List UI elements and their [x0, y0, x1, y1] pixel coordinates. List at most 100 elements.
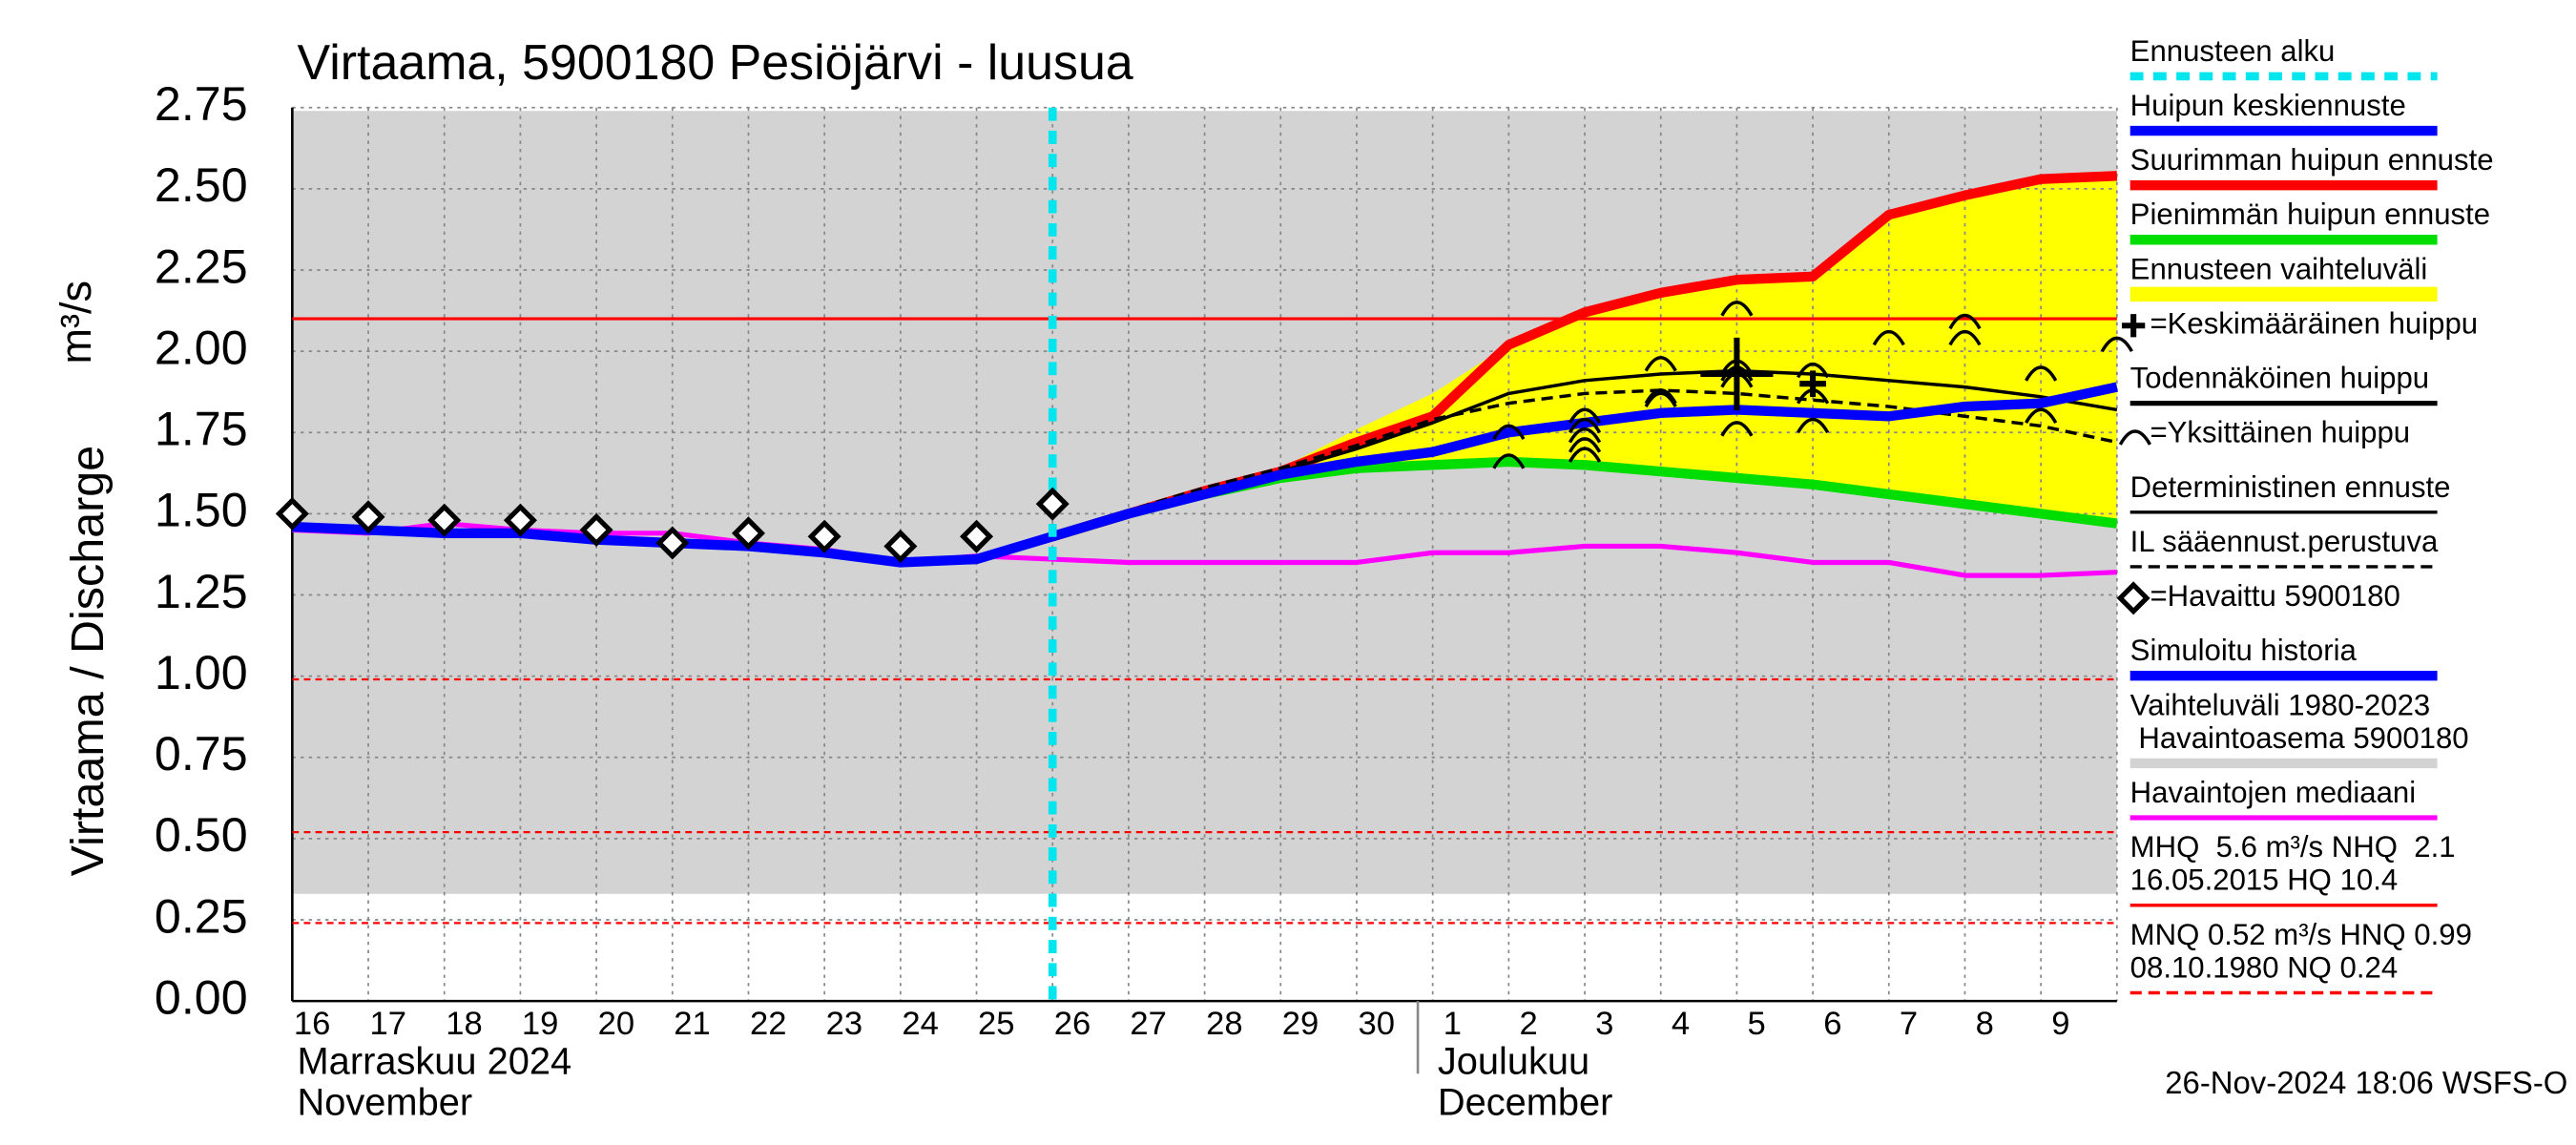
peak-marker — [1644, 356, 1677, 372]
y-tick-label: 2.25 — [155, 239, 248, 293]
observed-marker — [1035, 487, 1070, 521]
peak-marker — [2025, 365, 2058, 382]
x-tick-label: 23 — [826, 1006, 863, 1042]
observed-marker — [427, 503, 462, 537]
peak-marker — [1720, 421, 1754, 437]
x-tick-label: 4 — [1672, 1006, 1690, 1042]
x-tick-label: 6 — [1823, 1006, 1841, 1042]
peak-marker — [1568, 447, 1602, 463]
legend-label: 08.10.1980 NQ 0.24 — [2130, 950, 2398, 984]
y-tick-label: 1.00 — [155, 646, 248, 699]
legend-label: =Yksittäinen huippu — [2150, 416, 2410, 449]
legend-label: Todennäköinen huippu — [2130, 362, 2429, 395]
series-line — [1050, 382, 2118, 542]
x-tick-label: 8 — [1976, 1006, 1994, 1042]
x-tick-label: 1 — [1444, 1006, 1462, 1042]
legend-label: Suurimman huipun ennuste — [2130, 143, 2494, 177]
observed-marker — [655, 526, 690, 560]
observed-marker — [731, 516, 765, 551]
y-tick-label: 2.50 — [155, 158, 248, 212]
chart-title: Virtaama, 5900180 Pesiöjärvi - luusua — [298, 35, 1133, 91]
peak-marker — [1644, 388, 1677, 405]
y-tick-label: 0.50 — [155, 808, 248, 862]
observed-marker — [579, 512, 613, 547]
legend-label: IL sääennust.perustuva — [2130, 525, 2439, 558]
x-tick-label: 7 — [1900, 1006, 1918, 1042]
legend-label: Havaintojen mediaani — [2130, 776, 2417, 809]
y-tick-label: 0.75 — [155, 727, 248, 781]
x-tick-label: 30 — [1358, 1006, 1395, 1042]
mean-peak-marker — [2122, 314, 2146, 338]
observed-marker — [883, 529, 918, 563]
peak-marker — [1797, 362, 1830, 379]
x-tick-label: 27 — [1130, 1006, 1167, 1042]
y-tick-label: 2.00 — [155, 321, 248, 374]
x-tick-label: 16 — [294, 1006, 331, 1042]
legend-label: 16.05.2015 HQ 10.4 — [2130, 864, 2398, 897]
legend-label: Havaintoasema 5900180 — [2130, 721, 2469, 755]
y-tick-label: 1.50 — [155, 484, 248, 537]
x-tick-label: 21 — [674, 1006, 711, 1042]
series-line — [1051, 388, 2118, 538]
mean-peak-marker — [1700, 337, 1774, 411]
peak-marker — [1492, 424, 1526, 441]
legend-label: Simuloitu historia — [2130, 634, 2358, 667]
footer: 26-Nov-2024 18:06 WSFS-O — [2165, 1065, 2567, 1100]
x-tick-label: 18 — [446, 1006, 483, 1042]
peak-marker — [1797, 417, 1830, 434]
x-tick-label: 5 — [1748, 1006, 1766, 1042]
legend-label: Pienimmän huipun ennuste — [2130, 198, 2490, 231]
observed-marker — [351, 500, 385, 534]
observed-marker — [275, 496, 309, 531]
x-tick-label: 20 — [598, 1006, 635, 1042]
x-tick-label: 9 — [2051, 1006, 2069, 1042]
peak-marker — [1568, 427, 1602, 444]
peak-marker — [1948, 313, 1982, 330]
x-tick-label: 26 — [1054, 1006, 1091, 1042]
peak-marker — [2100, 336, 2133, 353]
legend-label: =Keskimääräinen huippu — [2150, 306, 2478, 340]
legend-label: Huipun keskiennuste — [2130, 89, 2406, 122]
observed-marker — [807, 519, 841, 553]
month-label: Marraskuu 2024 — [298, 1040, 572, 1082]
x-tick-label: 28 — [1206, 1006, 1243, 1042]
legend-label: Vaihteluväli 1980-2023 — [2130, 688, 2431, 721]
legend-label: =Havaittu 5900180 — [2150, 579, 2399, 613]
x-tick-label: 17 — [370, 1006, 407, 1042]
month-label: November — [298, 1082, 473, 1124]
legend-label: Deterministinen ennuste — [2130, 470, 2451, 504]
observed-marker — [503, 503, 537, 537]
peak-marker — [1872, 329, 1905, 346]
peak-marker — [2025, 407, 2058, 425]
y-tick-label: 2.75 — [155, 77, 248, 131]
y-tick-label: 0.00 — [155, 970, 248, 1024]
legend-label: MNQ 0.52 m³/s HNQ 0.99 — [2130, 918, 2472, 951]
legend-label: MHQ 5.6 m³/s NHQ 2.1 — [2130, 830, 2456, 864]
peak-marker — [1568, 407, 1602, 425]
peak-marker — [1644, 391, 1677, 407]
y-axis-label: Virtaama / Discharge — [62, 446, 114, 877]
x-tick-label: 2 — [1519, 1006, 1537, 1042]
x-tick-label: 29 — [1282, 1006, 1319, 1042]
variation-band — [292, 111, 2117, 894]
legend-label: Ennusteen alku — [2130, 34, 2336, 68]
mean-peak-marker — [1799, 370, 1826, 398]
month-label: December — [1438, 1082, 1613, 1124]
peak-marker — [1492, 453, 1526, 469]
observed-marker — [2116, 581, 2150, 615]
y-axis-unit: m³/s — [52, 281, 100, 364]
legend-label: Ennusteen vaihteluväli — [2130, 252, 2428, 285]
peak-marker — [1948, 329, 1982, 346]
x-tick-label: 22 — [750, 1006, 787, 1042]
peak-marker — [1568, 437, 1602, 453]
y-tick-label: 1.25 — [155, 565, 248, 618]
peak-marker — [2118, 429, 2151, 446]
x-tick-label: 24 — [902, 1006, 939, 1042]
x-tick-label: 19 — [522, 1006, 559, 1042]
x-tick-label: 3 — [1595, 1006, 1613, 1042]
y-tick-label: 0.25 — [155, 889, 248, 943]
peak-marker — [1568, 417, 1602, 434]
y-tick-label: 1.75 — [155, 403, 248, 456]
